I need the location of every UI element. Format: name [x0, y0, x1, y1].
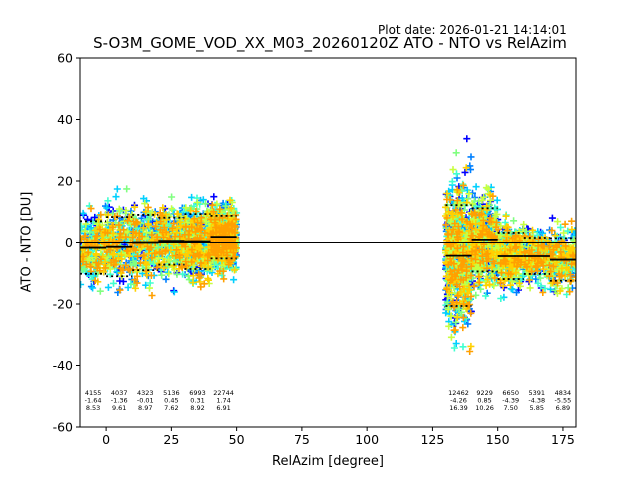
bin-std-label: 8.92: [190, 404, 204, 412]
bin-std-label: 8.97: [138, 404, 152, 412]
bin-count-label: 6650: [502, 389, 519, 397]
bin-mean-label: -0.01: [137, 397, 154, 405]
x-tick-label: 125: [420, 432, 444, 447]
bin-count-label: 4834: [555, 389, 572, 397]
scatter-layer: [80, 135, 576, 355]
axes-layer: 0 25 50 75 100 125 150 175 -60 -40 -20 0 20 40 60: [53, 51, 575, 448]
bin-count-label: 9229: [476, 389, 493, 397]
x-tick-label: 75: [294, 432, 310, 447]
bin-mean-label: 0.31: [190, 397, 204, 405]
bin-std-label: 10.26: [475, 404, 494, 412]
bin-std-label: 9.61: [112, 404, 126, 412]
y-tick-label: -60: [53, 420, 73, 435]
bin-count-label: 4037: [111, 389, 128, 397]
bin-std-label: 6.91: [216, 404, 230, 412]
bin-count-label: 6993: [189, 389, 206, 397]
bin-mean-label: -5.55: [554, 397, 571, 405]
bin-mean-label: -1.64: [85, 397, 102, 405]
bin-count-label: 5136: [163, 389, 180, 397]
chart-title: S-O3M_GOME_VOD_XX_M03_20260120Z ATO - NT…: [93, 34, 567, 52]
bin-count-label: 4155: [85, 389, 102, 397]
bin-std-label: 7.62: [164, 404, 178, 412]
bin-mean-label: -4.38: [528, 397, 545, 405]
plot-date: Plot date: 2026-01-21 14:14:01: [378, 23, 567, 37]
x-tick-label: 25: [163, 432, 179, 447]
bin-std-label: 7.50: [503, 404, 517, 412]
stats-layer: [80, 204, 576, 307]
x-tick-label: 50: [229, 432, 245, 447]
bin-mean-label: -1.36: [111, 397, 128, 405]
bin-std-label: 5.85: [530, 404, 544, 412]
x-tick-label: 0: [102, 432, 110, 447]
bin-count-label: 12462: [448, 389, 469, 397]
y-tick-label: 40: [57, 112, 73, 127]
bin-std-label: 8.53: [86, 404, 100, 412]
x-axis-label: RelAzim [degree]: [272, 454, 384, 469]
y-tick-label: 60: [57, 51, 73, 66]
y-tick-label: 0: [65, 235, 73, 250]
bin-mean-label: 0.45: [164, 397, 178, 405]
bin-count-label: 22744: [213, 389, 234, 397]
bin-mean-label: 0.85: [477, 397, 491, 405]
bin-std-label: 6.89: [556, 404, 570, 412]
bin-std-label: 16.39: [449, 404, 468, 412]
y-tick-label: -40: [53, 358, 73, 373]
bin-count-label: 4323: [137, 389, 154, 397]
y-tick-label: 20: [57, 174, 73, 189]
bin-count-label: 5391: [529, 389, 546, 397]
x-tick-label: 150: [486, 432, 510, 447]
x-tick-label: 175: [551, 432, 575, 447]
y-tick-label: -20: [53, 297, 73, 312]
bin-labels-layer: 4155-1.648.53 4037-1.369.61 4323-0.018.97 5…: [85, 389, 572, 412]
x-tick-label: 100: [355, 432, 379, 447]
bin-mean-label: -4.39: [502, 397, 519, 405]
bin-mean-label: -4.26: [450, 397, 467, 405]
bin-mean-label: 1.74: [216, 397, 230, 405]
